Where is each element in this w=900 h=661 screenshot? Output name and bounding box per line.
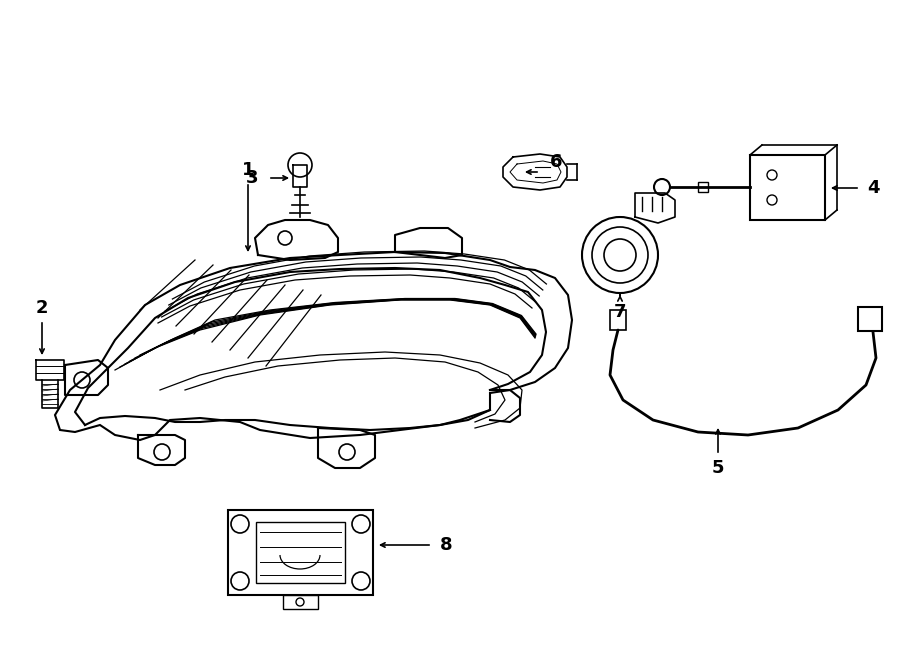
Text: 8: 8 <box>440 536 453 554</box>
Text: 5: 5 <box>712 459 724 477</box>
Text: 7: 7 <box>614 303 626 321</box>
Text: 4: 4 <box>867 179 879 197</box>
Text: 6: 6 <box>550 153 562 171</box>
Text: 1: 1 <box>242 161 254 179</box>
Text: 2: 2 <box>36 299 49 317</box>
Text: 3: 3 <box>246 169 258 187</box>
